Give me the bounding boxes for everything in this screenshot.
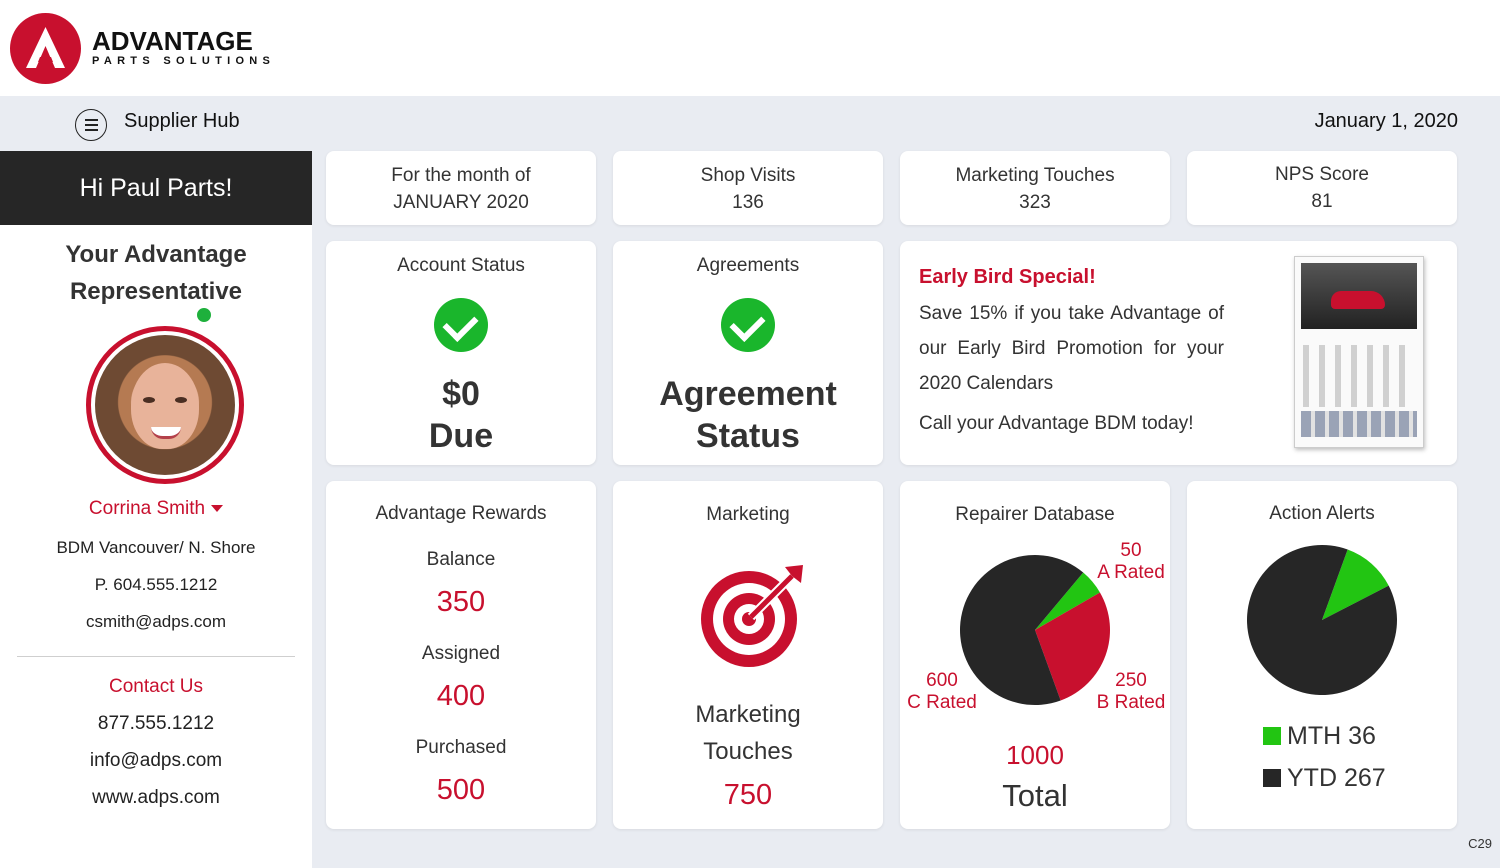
- legend-item-ytd: YTD 267: [1263, 764, 1386, 793]
- legend-swatch-mth: [1263, 727, 1281, 745]
- online-status-icon: [193, 304, 215, 326]
- alerts-slice-0[interactable]: [1322, 549, 1389, 620]
- month-value: JANUARY 2020: [393, 192, 529, 213]
- rewards-balance-value: 350: [436, 586, 486, 618]
- repairer-slice-1[interactable]: [1035, 592, 1110, 701]
- a-rated-count: 50: [1120, 540, 1142, 561]
- marketing-title: Marketing: [706, 504, 790, 525]
- repairer-total-value: 1000: [1006, 740, 1064, 770]
- rep-heading-line-1: Your Advantage: [65, 241, 247, 268]
- shop-visits-value: 136: [732, 192, 764, 213]
- marketing-touches-total: 750: [723, 779, 773, 811]
- advantage-rewards-card[interactable]: Advantage Rewards Balance 350 Assigned 4…: [326, 481, 596, 829]
- rewards-assigned-value: 400: [436, 680, 486, 712]
- alerts-slice-1[interactable]: [1247, 545, 1397, 695]
- current-date: January 1, 2020: [1314, 110, 1458, 132]
- promo-headline: Early Bird Special!: [919, 266, 1096, 288]
- agreement-status-line-2: Status: [696, 417, 800, 455]
- target-icon: [701, 565, 803, 667]
- repairer-slice-0[interactable]: [1035, 572, 1100, 630]
- brand-subword: PARTS SOLUTIONS: [92, 55, 276, 67]
- rewards-purchased-label: Purchased: [415, 737, 507, 758]
- contact-email[interactable]: info@adps.com: [89, 750, 223, 771]
- representative-sidebar: Hi Paul Parts! Your Advantage Representa…: [0, 151, 312, 868]
- legend-swatch-ytd: [1263, 769, 1281, 787]
- action-alerts-pie-chart[interactable]: [1245, 543, 1399, 697]
- repairer-pie-chart[interactable]: [958, 553, 1112, 707]
- chevron-down-icon[interactable]: [211, 505, 224, 513]
- a-rated-name: A Rated: [1097, 562, 1165, 583]
- rep-phone[interactable]: P. 604.555.1212: [94, 575, 218, 594]
- nps-score-card[interactable]: NPS Score 81: [1187, 151, 1457, 225]
- month-card[interactable]: For the month of JANUARY 2020: [326, 151, 596, 225]
- month-label: For the month of: [391, 165, 531, 186]
- marketing-touches-label-line-1: Marketing: [695, 701, 801, 728]
- action-alerts-title: Action Alerts: [1269, 503, 1375, 524]
- hamburger-icon[interactable]: [75, 109, 107, 141]
- repairer-total-label: Total: [1002, 778, 1068, 813]
- nps-score-value: 81: [1311, 191, 1333, 212]
- promo-body: Save 15% if you take Advantage of our Ea…: [919, 303, 1224, 394]
- account-status-title: Account Status: [397, 255, 525, 276]
- page-code: C29: [1468, 836, 1492, 851]
- marketing-touches-value: 323: [1019, 192, 1051, 213]
- top-bar: ADVANTAGE PARTS SOLUTIONS: [0, 0, 1500, 96]
- agreement-status-line-1: Agreement: [659, 375, 837, 413]
- contact-heading: Contact Us: [109, 676, 203, 697]
- page-title: Supplier Hub: [124, 110, 240, 132]
- account-status-card[interactable]: Account Status $0 Due: [326, 241, 596, 465]
- b-rated-label: 250 B Rated: [1096, 670, 1166, 714]
- shop-visits-card[interactable]: Shop Visits 136: [613, 151, 883, 225]
- c-rated-count: 600: [926, 670, 958, 691]
- sidebar-divider: [17, 656, 295, 657]
- brand-logotype: ADVANTAGE PARTS SOLUTIONS: [92, 28, 275, 67]
- rep-name: Corrina Smith: [88, 498, 206, 519]
- marketing-card[interactable]: Marketing Marketing Touches 750: [613, 481, 883, 829]
- c-rated-name: C Rated: [907, 692, 977, 713]
- shop-visits-label: Shop Visits: [700, 165, 796, 186]
- legend-text-mth: MTH 36: [1287, 722, 1376, 750]
- a-rated-label: 50 A Rated: [1096, 540, 1166, 584]
- marketing-touches-label-line-2: Touches: [703, 738, 793, 765]
- repairer-chart-title: Repairer Database: [955, 504, 1115, 525]
- greeting-banner: Hi Paul Parts!: [0, 151, 312, 225]
- b-rated-name: B Rated: [1096, 692, 1166, 713]
- account-due-label: Due: [428, 417, 494, 455]
- agreements-card[interactable]: Agreements Agreement Status: [613, 241, 883, 465]
- rep-name-dropdown[interactable]: Corrina Smith: [0, 498, 312, 520]
- repairer-slice-2[interactable]: [960, 555, 1084, 705]
- early-bird-promo-card[interactable]: Early Bird Special! Save 15% if you take…: [900, 241, 1457, 465]
- rewards-title: Advantage Rewards: [375, 503, 547, 524]
- calendar-thumbnail[interactable]: [1294, 256, 1424, 448]
- marketing-touches-card[interactable]: Marketing Touches 323: [900, 151, 1170, 225]
- rewards-balance-label: Balance: [426, 549, 496, 570]
- avatar-photo: [95, 335, 235, 475]
- rewards-purchased-value: 500: [436, 774, 486, 806]
- rep-role: BDM Vancouver/ N. Shore: [56, 538, 256, 557]
- check-icon: [721, 298, 775, 352]
- nps-score-label: NPS Score: [1275, 164, 1369, 185]
- contact-phone[interactable]: 877.555.1212: [97, 713, 215, 734]
- check-icon: [434, 298, 488, 352]
- rewards-assigned-label: Assigned: [421, 643, 501, 664]
- advantage-logo-icon[interactable]: [10, 13, 81, 84]
- rep-email[interactable]: csmith@adps.com: [85, 612, 227, 631]
- action-alerts-card[interactable]: Action Alerts MTH 36 YTD 267: [1187, 481, 1457, 829]
- legend-text-ytd: YTD 267: [1287, 764, 1386, 792]
- agreements-title: Agreements: [696, 255, 800, 276]
- contact-website-link[interactable]: www.adps.com: [92, 787, 220, 808]
- account-balance: $0: [442, 375, 480, 413]
- c-rated-label: 600 C Rated: [906, 670, 978, 714]
- rep-heading: Your Advantage Representative: [0, 236, 312, 310]
- promo-cta: Call your Advantage BDM today!: [919, 413, 1194, 434]
- avatar[interactable]: [86, 326, 244, 484]
- repairer-database-card[interactable]: Repairer Database 50 A Rated 250 B Rated…: [900, 481, 1170, 829]
- brand-word: ADVANTAGE: [92, 26, 253, 56]
- marketing-touches-label: Marketing Touches: [955, 165, 1115, 186]
- b-rated-count: 250: [1115, 670, 1147, 691]
- rep-heading-line-2: Representative: [69, 278, 243, 305]
- legend-item-mth: MTH 36: [1263, 722, 1376, 751]
